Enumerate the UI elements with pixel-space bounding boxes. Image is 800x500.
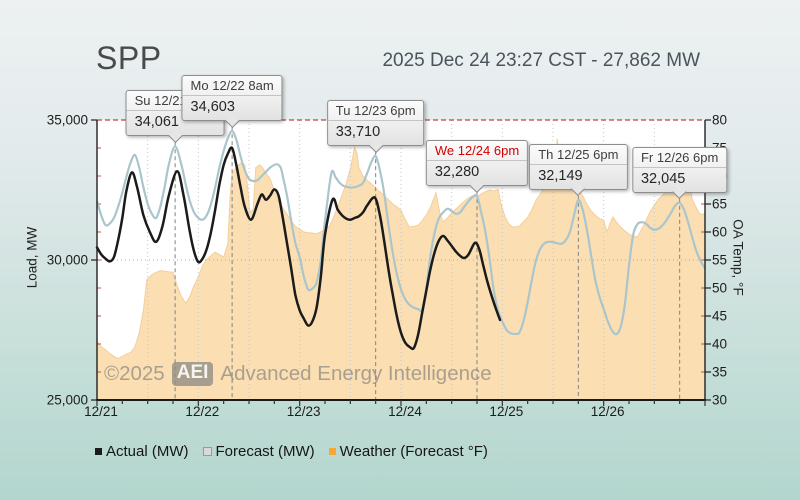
x-tick-label: 12/26 (590, 404, 625, 419)
y-right-tick-label: 60 (712, 224, 728, 240)
callout-box[interactable]: Mo 12/22 8am 34,603 (181, 75, 283, 128)
y-left-tick-label: 30,000 (46, 252, 88, 268)
y-left-tick-label: 35,000 (46, 112, 88, 128)
callout-title: Mo 12/22 8am (182, 76, 282, 97)
page-title: SPP (96, 40, 162, 76)
current-datetime-load: 2025 Dec 24 23:27 CST - 27,862 MW (382, 50, 700, 71)
legend-label-forecast: Forecast (MW) (215, 443, 315, 460)
y-right-tick-label: 30 (712, 392, 728, 408)
callout-value: 34,061 (134, 114, 179, 131)
actual-swatch-icon (95, 448, 102, 455)
x-tick-label: 12/24 (388, 404, 422, 419)
callout-value: 32,280 (434, 164, 480, 181)
legend-label-actual: Actual (MW) (106, 443, 189, 460)
y-right-tick-label: 55 (712, 252, 728, 268)
callout-value: 32,149 (538, 167, 583, 184)
callout-title: Th 12/25 6pm (530, 145, 627, 165)
y-right-tick-label: 65 (712, 196, 728, 212)
y-right-tick-label: 35 (712, 364, 728, 380)
x-tick-label: 12/23 (286, 404, 321, 419)
y-left-tick-label: 25,000 (46, 392, 88, 408)
watermark-text: Advanced Energy Intelligence (220, 362, 492, 385)
y-right-tick-label: 80 (712, 112, 728, 128)
callout-value: 32,045 (640, 170, 686, 187)
forecast-line (95, 130, 706, 336)
callout-title: Tu 12/23 6pm (327, 101, 424, 122)
x-tick-label: 12/21 (84, 404, 118, 419)
aei-logo-badge: AEI (171, 362, 214, 386)
actual-line (95, 146, 502, 351)
legend: Actual (MW) Forecast (MW) Weather (Forec… (95, 443, 502, 460)
y-right-tick-label: 50 (712, 280, 728, 296)
legend-item-actual[interactable]: Actual (MW) (95, 443, 189, 460)
watermark: ©2025 AEI Advanced Energy Intelligence (104, 362, 492, 386)
watermark-copyright: ©2025 (104, 362, 165, 385)
y-right-tick-label: 45 (712, 308, 728, 324)
callout-box[interactable]: We 12/24 6pm 32,280 (425, 140, 529, 193)
callout-box[interactable]: Tu 12/23 6pm 33,710 (326, 100, 425, 153)
callout-box[interactable]: Th 12/25 6pm 32,149 (529, 143, 628, 197)
legend-item-weather[interactable]: Weather (Forecast °F) (328, 443, 488, 460)
x-tick-label: 12/25 (489, 404, 524, 419)
callout-value: 33,710 (335, 124, 381, 141)
callout-value: 34,603 (190, 99, 235, 116)
y-axis-title-temp: OA Temp, °F (730, 219, 746, 296)
weather-swatch-icon (328, 448, 336, 455)
legend-label-weather: Weather (Forecast °F) (339, 443, 488, 460)
x-tick-label: 12/22 (185, 404, 220, 419)
weather-edge (96, 138, 705, 360)
callout-box[interactable]: Fr 12/26 6pm 32,045 (631, 146, 728, 200)
callout-title: Fr 12/26 6pm (632, 148, 727, 168)
callout-title: We 12/24 6pm (426, 141, 528, 162)
forecast-swatch-icon (202, 447, 212, 456)
y-right-tick-label: 40 (712, 336, 728, 352)
legend-item-forecast[interactable]: Forecast (MW) (202, 443, 315, 460)
